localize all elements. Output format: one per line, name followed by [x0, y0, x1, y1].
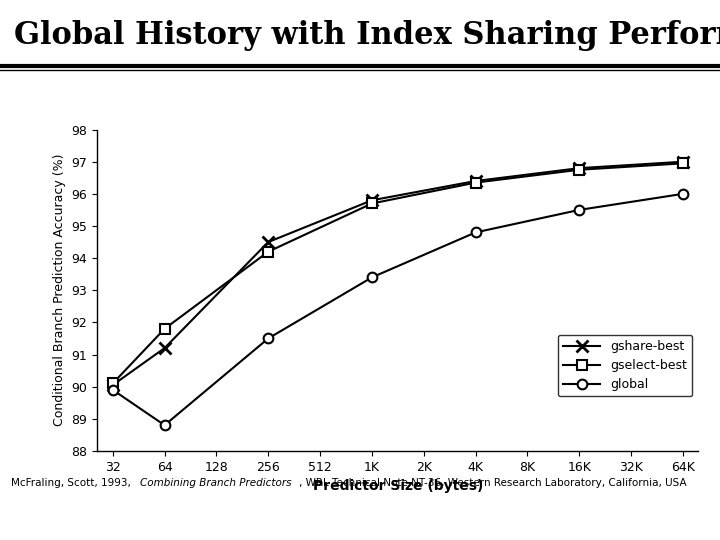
- gselect-best: [575, 166, 583, 173]
- gshare-best: [109, 382, 117, 388]
- Legend: gshare-best, gselect-best, global: gshare-best, gselect-best, global: [558, 335, 692, 396]
- gselect-best: [264, 248, 273, 255]
- global: [678, 191, 687, 197]
- Text: Combining Branch Predictors: Combining Branch Predictors: [140, 478, 292, 488]
- Line: global: global: [108, 189, 688, 430]
- global: [161, 422, 169, 428]
- Text: Global History with Index Sharing Performance: Global History with Index Sharing Perfor…: [14, 21, 720, 51]
- gselect-best: [471, 179, 480, 186]
- gselect-best: [161, 326, 169, 332]
- Y-axis label: Conditional Branch Prediction Accuracy (%): Conditional Branch Prediction Accuracy (…: [53, 154, 66, 427]
- gshare-best: [264, 239, 273, 245]
- Text: , WRL Technical Note NT-36, Western Research Laboratory, California, USA: , WRL Technical Note NT-36, Western Rese…: [299, 478, 686, 488]
- gselect-best: [678, 160, 687, 166]
- Line: gselect-best: gselect-best: [108, 158, 688, 388]
- global: [368, 274, 377, 281]
- gshare-best: [471, 178, 480, 184]
- global: [264, 335, 273, 342]
- global: [575, 207, 583, 213]
- gselect-best: [368, 200, 377, 207]
- gshare-best: [368, 197, 377, 204]
- Text: 高麗大學校: 高麗大學校: [11, 513, 53, 526]
- gselect-best: [109, 380, 117, 387]
- global: [109, 387, 117, 393]
- Text: Computer System Laboratory: Computer System Laboratory: [482, 513, 709, 526]
- gshare-best: [678, 159, 687, 165]
- Text: McFraling, Scott, 1993,: McFraling, Scott, 1993,: [11, 478, 134, 488]
- Line: gshare-best: gshare-best: [107, 156, 688, 390]
- gshare-best: [575, 165, 583, 171]
- global: [471, 229, 480, 235]
- X-axis label: Predictor Size (bytes): Predictor Size (bytes): [312, 479, 483, 493]
- gshare-best: [161, 345, 169, 352]
